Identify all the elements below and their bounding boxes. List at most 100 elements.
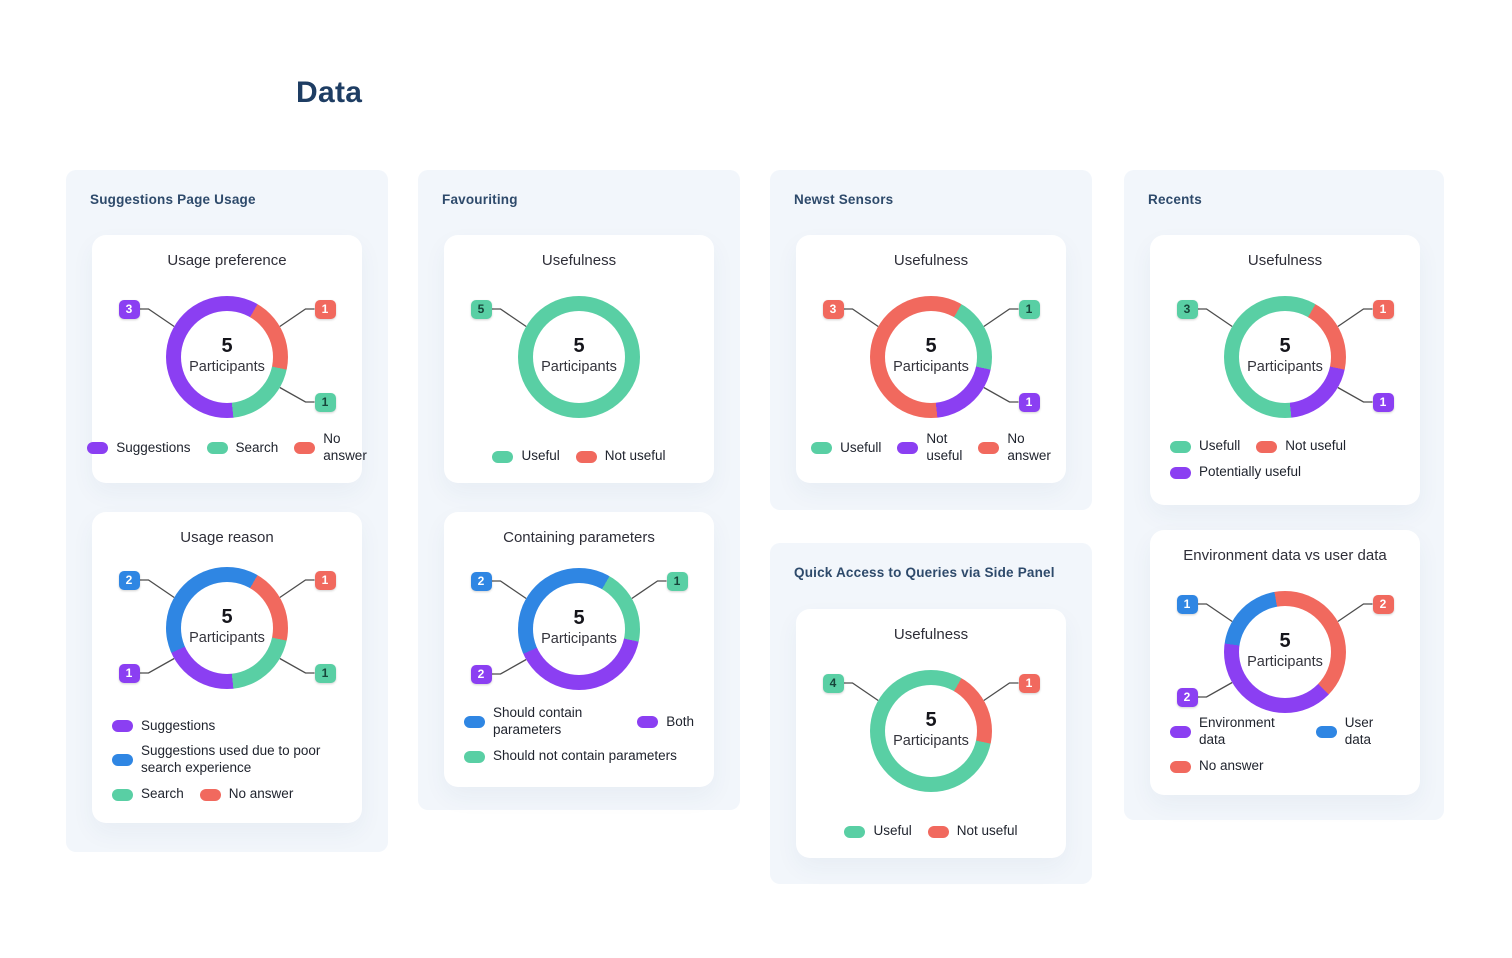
chart-card-usage-preference: Usage preference 5 Participants Suggesti…: [87, 235, 367, 483]
leader-line: [491, 308, 527, 328]
panel-quick-access-queries: Quick Access to Queries via Side Panel U…: [770, 543, 1092, 884]
value-badge: 1: [314, 299, 336, 319]
legend-item: Environment data: [1170, 715, 1300, 749]
legend-item: Should not contain parameters: [464, 748, 677, 765]
legend-label: Should not contain parameters: [493, 748, 677, 764]
donut-center: 5 Participants: [444, 334, 714, 377]
leader-line: [983, 308, 1019, 328]
legend-label: Useful: [521, 448, 560, 464]
leader-line: [279, 579, 315, 599]
leader-line: [983, 682, 1019, 702]
legend-label: Suggestions: [141, 717, 216, 733]
legend-item: Not useful: [927, 823, 1018, 840]
legend-row: Environment data User data: [1170, 715, 1400, 749]
value-badge: 3: [118, 299, 140, 319]
legend-row: No answer: [1170, 758, 1400, 775]
chart-card-usage-reason: Usage reason 5 Participants Suggestions S…: [92, 512, 362, 823]
donut-hole: [885, 685, 977, 777]
legend-swatch-green-icon: [844, 825, 866, 838]
legend-label: No answer: [1007, 431, 1051, 464]
participants-label: Participants: [893, 359, 969, 375]
participants-count: 5: [1279, 335, 1291, 357]
panel-header: Recents: [1148, 192, 1202, 207]
participants-count: 5: [221, 606, 233, 628]
participants-count: 5: [925, 335, 937, 357]
donut-center: 5 Participants: [92, 334, 362, 377]
value-badge: 3: [1176, 299, 1198, 319]
legend-row: Useful Not useful: [464, 448, 694, 465]
donut-chart: [870, 670, 992, 792]
chart-legend: Environment data User data No answer: [1170, 715, 1400, 775]
legend-row: Usefull Not useful: [1170, 438, 1400, 455]
legend-item: Usefull: [811, 440, 881, 457]
legend-item: No answer: [199, 786, 293, 803]
legend-swatch-green-icon: [1170, 440, 1191, 453]
legend-item: Search: [206, 440, 278, 457]
value-badge: 1: [666, 571, 688, 591]
participants-count: 5: [573, 607, 585, 629]
leader-line: [279, 386, 315, 403]
legend-row: Should not contain parameters: [464, 748, 694, 765]
panel-header: Newst Sensors: [794, 192, 894, 207]
leader-line: [1197, 308, 1233, 328]
legend-label: Usefull: [1199, 438, 1241, 454]
chart-title: Usefulness: [1247, 252, 1323, 269]
chart-title: Usage preference: [167, 252, 287, 269]
chart-card-favouriting-usefulness: Usefulness 5 Participants Useful Not usef…: [444, 235, 714, 483]
leader-line: [1337, 308, 1373, 328]
participants-label: Participants: [189, 359, 265, 375]
donut-chart: [1224, 591, 1346, 713]
value-badge: 4: [822, 673, 844, 693]
legend-row: Potentially useful: [1170, 464, 1400, 481]
chart-legend: Useful Not useful: [816, 823, 1046, 840]
legend-label: Usefull: [840, 439, 882, 455]
panel-newst-sensors: Newst Sensors Usefulness 5 Participants …: [770, 170, 1092, 510]
legend-item: No answer: [1170, 758, 1264, 775]
participants-count: 5: [1279, 630, 1291, 652]
leader-line: [491, 580, 527, 600]
legend-label: Suggestions: [116, 439, 191, 455]
legend-label: Potentially useful: [1199, 464, 1302, 480]
value-badge: 1: [1372, 392, 1394, 412]
donut-hole: [181, 311, 273, 403]
legend-swatch-red-icon: [927, 825, 949, 838]
participants-label: Participants: [893, 733, 969, 749]
chart-title: Environment data vs user data: [1183, 547, 1387, 564]
legend-swatch-purple-icon: [112, 719, 133, 732]
value-badge: 3: [822, 299, 844, 319]
legend-swatch-purple-icon: [637, 716, 659, 729]
legend-swatch-red-icon: [978, 442, 1000, 455]
chart-legend: Should contain parameters Both Should not …: [464, 705, 694, 765]
participants-count: 5: [925, 709, 937, 731]
leader-line: [1337, 386, 1373, 403]
legend-item: No answer: [978, 431, 1051, 465]
chart-legend: Suggestions Search No answer: [87, 431, 367, 465]
donut-hole: [181, 582, 273, 674]
leader-line: [279, 308, 315, 328]
legend-swatch-green-icon: [206, 442, 228, 455]
donut-chart: [1224, 296, 1346, 418]
legend-swatch-purple-icon: [87, 442, 109, 455]
legend-label: Suggestions used due to poor search expe…: [141, 743, 321, 776]
participants-count: 5: [221, 335, 233, 357]
legend-swatch-purple-icon: [1170, 466, 1191, 479]
leader-line: [279, 657, 315, 674]
legend-item: Usefull: [1170, 438, 1240, 455]
legend-row: Should contain parameters Both: [464, 705, 694, 739]
chart-legend: Usefull Not useful No answer: [811, 431, 1051, 465]
donut-hole: [885, 311, 977, 403]
legend-swatch-red-icon: [294, 442, 316, 455]
legend-row: Suggestions Search No answer: [87, 431, 367, 465]
chart-title: Usefulness: [541, 252, 617, 269]
participants-label: Participants: [189, 630, 265, 646]
value-badge: 1: [1176, 594, 1198, 614]
legend-swatch-green-icon: [811, 442, 833, 455]
donut-chart: [166, 296, 288, 418]
chart-title: Usage reason: [180, 529, 274, 546]
value-badge: 1: [314, 663, 336, 683]
chart-title: Containing parameters: [503, 529, 655, 546]
legend-swatch-green-icon: [492, 450, 514, 463]
legend-swatch-red-icon: [575, 450, 597, 463]
donut-center: 5 Participants: [444, 606, 714, 649]
legend-item: Suggestions: [112, 718, 215, 735]
